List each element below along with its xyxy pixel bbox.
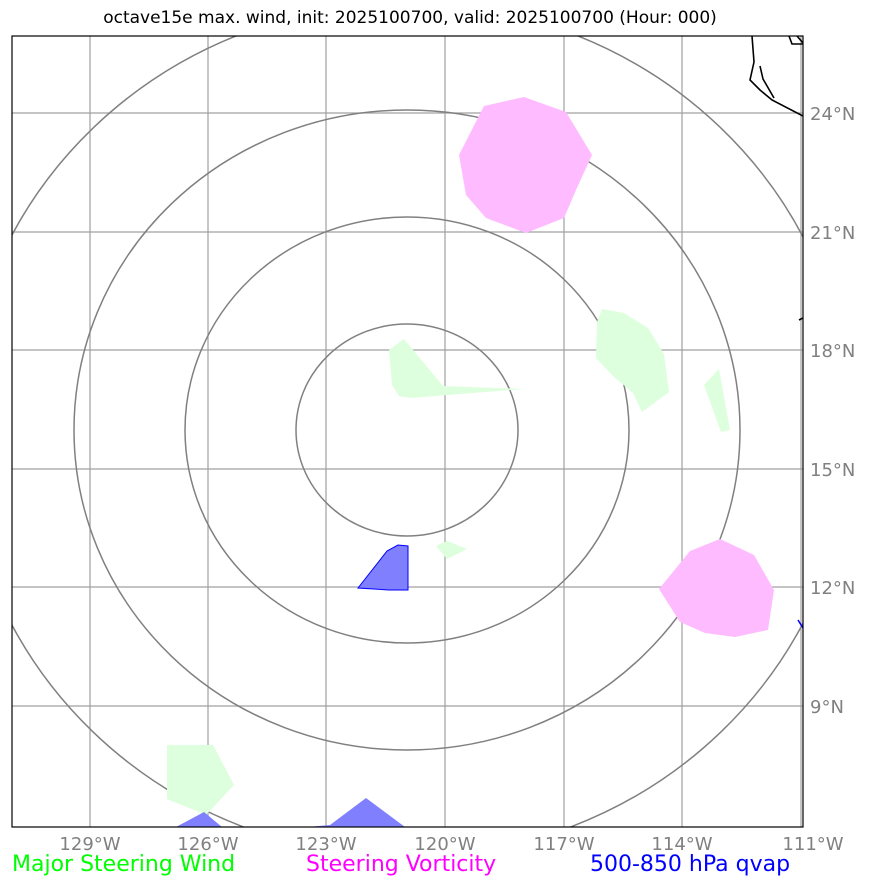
lon-label-117w: 117°W	[533, 834, 594, 855]
lat-label-18n: 18°N	[810, 341, 855, 362]
lat-label-15n: 15°N	[810, 460, 855, 481]
vorticity-area-north	[459, 97, 592, 233]
lon-label-114w: 114°W	[651, 834, 712, 855]
qvap-area-south	[307, 798, 405, 827]
qvap-area-southwest	[176, 812, 222, 827]
latitude-axis: 24°N 21°N 18°N 15°N 12°N 9°N	[810, 104, 855, 718]
range-ring-1	[295, 323, 519, 537]
range-ring-3	[73, 109, 741, 751]
legend-vorticity: Steering Vorticity	[306, 852, 497, 877]
vorticity-area-southeast	[659, 539, 774, 637]
lon-label-123w: 123°W	[295, 834, 356, 855]
coastline	[749, 36, 803, 321]
wind-area-far-east	[704, 369, 730, 432]
lon-label-126w: 126°W	[177, 834, 238, 855]
wind-area-south	[436, 541, 467, 559]
range-ring-2	[184, 216, 630, 644]
map-title: octave15e max. wind, init: 2025100700, v…	[103, 8, 717, 28]
lat-label-21n: 21°N	[810, 223, 855, 244]
map-frame	[11, 35, 804, 828]
legend-qvap: 500-850 hPa qvap	[590, 852, 791, 877]
lon-label-120w: 120°W	[414, 834, 475, 855]
range-rings	[12, 36, 803, 827]
wind-area-southwest	[167, 745, 234, 815]
graticule	[12, 36, 803, 827]
lat-label-12n: 12°N	[810, 578, 855, 599]
wind-area-center	[389, 339, 524, 398]
longitude-axis: 129°W 126°W 123°W 120°W 117°W 114°W 111°…	[59, 834, 843, 855]
legend-wind: Major Steering Wind	[12, 852, 236, 877]
wind-area-east	[596, 309, 669, 412]
qvap-area-center	[357, 544, 409, 591]
qvap-edge-east	[797, 619, 803, 629]
lon-label-129w: 129°W	[59, 834, 120, 855]
lat-label-9n: 9°N	[810, 697, 844, 718]
lon-label-111w: 111°W	[782, 834, 843, 855]
lat-label-24n: 24°N	[810, 104, 855, 125]
